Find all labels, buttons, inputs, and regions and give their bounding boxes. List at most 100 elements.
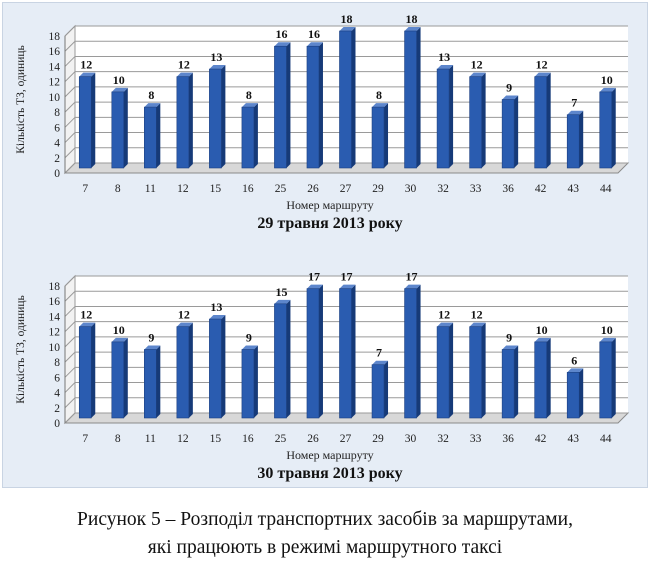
chart0-data-label: 13 — [210, 50, 222, 64]
chart1-x-tick-label: 11 — [145, 433, 156, 445]
bar-top-face — [534, 337, 551, 342]
chart1-bar-29 — [371, 360, 389, 419]
bar-top-face — [502, 95, 519, 100]
chart0-x-tick-label: 36 — [502, 183, 514, 195]
bar-top-face — [144, 103, 161, 108]
chart0-bar-42 — [534, 72, 551, 169]
bar-front-face — [209, 68, 222, 169]
bar-side-face — [156, 345, 161, 418]
figure-caption: Рисунок 5 – Розподіл транспортних засобі… — [0, 506, 650, 562]
chart1-x-tick-label: 42 — [535, 433, 547, 445]
chart1-bar-16 — [241, 345, 258, 419]
bar-top-face — [111, 87, 128, 92]
chart0-bar-33 — [469, 72, 486, 169]
chart1-x-tick-label: 7 — [82, 433, 88, 445]
bar-side-face — [611, 337, 616, 418]
chart0-bar-12 — [176, 72, 193, 169]
chart0-y-tick-label: 10 — [49, 92, 61, 104]
bar-side-face — [351, 284, 356, 418]
chart1-bar-7 — [78, 322, 96, 419]
bar-top-face — [534, 72, 551, 77]
bar-side-face — [546, 72, 551, 168]
chart1-y-tick-label: 2 — [54, 403, 60, 415]
chart0-data-label: 7 — [571, 96, 577, 110]
chart1-y-tick-label: 12 — [49, 327, 61, 339]
chart1-x-tick-label: 25 — [275, 433, 287, 445]
chart0-chart-title: 29 травня 2013 року — [257, 215, 402, 232]
bar-side-face — [514, 95, 519, 168]
chart1-y-tick-label: 6 — [54, 372, 60, 384]
bar-top-face — [372, 360, 389, 365]
bar-side-face — [286, 42, 291, 168]
bar-front-face — [501, 349, 515, 419]
chart0-y-tick-label: 4 — [54, 138, 60, 150]
bar-front-face — [144, 106, 157, 169]
bar-front-face — [176, 326, 190, 419]
bar-top-face — [437, 322, 454, 327]
bar-side-face — [416, 284, 421, 418]
chart0-data-label: 12 — [471, 58, 483, 72]
chart1-x-axis-title: Номер маршруту — [286, 448, 373, 462]
chart0-x-tick-label: 42 — [535, 183, 547, 195]
chart0-data-label: 8 — [246, 88, 252, 102]
chart0-bar-8 — [111, 87, 128, 169]
chart0-bar-7 — [78, 72, 96, 169]
chart1-data-label: 10 — [113, 323, 125, 337]
chart0-data-label: 16 — [275, 27, 287, 41]
bar-side-face — [221, 65, 226, 168]
chart1-bar-42 — [534, 337, 551, 419]
bar-front-face — [274, 303, 287, 419]
chart0-bar-32 — [436, 65, 454, 169]
bar-side-face — [449, 322, 454, 418]
bar-front-face — [306, 288, 320, 419]
chart0-x-tick-label: 16 — [242, 183, 254, 195]
chart0-data-label: 13 — [438, 50, 450, 64]
chart0-data-label: 10 — [601, 73, 613, 87]
caption-line-2: які працюють в режимі маршрутного таксі — [147, 537, 503, 558]
bar-side-face — [449, 65, 454, 168]
bar-front-face — [436, 326, 450, 419]
chart0-data-label: 10 — [113, 73, 125, 87]
chart1-gridline — [64, 305, 628, 317]
chart1-x-tick-label: 8 — [115, 433, 121, 445]
chart0-x-tick-label: 12 — [177, 183, 189, 195]
bar-front-face — [436, 68, 450, 169]
chart1-data-label: 7 — [376, 346, 382, 360]
chart0-y-tick-label: 2 — [54, 153, 60, 165]
chart1-bar-27 — [339, 284, 356, 419]
chart1-x-tick-label: 43 — [567, 433, 579, 445]
chart1-data-label: 12 — [438, 308, 450, 322]
chart1-x-tick-label: 36 — [502, 433, 514, 445]
chart1-x-tick-label: 16 — [242, 433, 254, 445]
bar-top-face — [339, 284, 356, 289]
bar-top-face — [502, 345, 519, 350]
bar-side-face — [384, 103, 389, 168]
bar-front-face — [404, 30, 417, 169]
bar-side-face — [286, 299, 291, 418]
bar-side-face — [318, 284, 323, 418]
chart1-data-label: 12 — [178, 308, 190, 322]
bar-front-face — [339, 30, 352, 169]
bar-top-face — [567, 110, 584, 115]
chart1-y-tick-label: 4 — [54, 388, 60, 400]
chart1-chart-title: 30 травня 2013 року — [257, 465, 402, 482]
bar-front-face — [469, 326, 482, 419]
chart0-x-tick-label: 32 — [437, 183, 449, 195]
bar-side-face — [123, 337, 128, 418]
chart0-bar-43 — [566, 110, 584, 169]
bar-front-face — [501, 99, 515, 169]
chart1-plot-side-wall — [64, 274, 76, 425]
bar-side-face — [221, 315, 226, 418]
chart0-y-tick-label: 18 — [49, 31, 61, 43]
chart0-bar-27 — [339, 27, 356, 169]
bar-top-face — [274, 42, 291, 47]
bar-front-face — [404, 288, 417, 419]
bar-side-face — [514, 345, 519, 418]
chart1-data-label: 10 — [536, 323, 548, 337]
chart0-data-label: 9 — [506, 81, 512, 95]
bar-top-face — [469, 72, 486, 77]
chart1-data-label: 12 — [80, 308, 92, 322]
bar-side-face — [123, 87, 128, 168]
bar-top-face — [241, 103, 258, 108]
chart0-y-tick-label: 16 — [49, 46, 61, 58]
